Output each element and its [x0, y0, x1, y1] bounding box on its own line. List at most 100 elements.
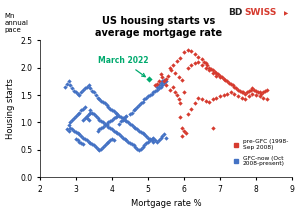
Point [81, 143, 85, 146]
Point [246, 89, 251, 92]
Point [156, 138, 161, 142]
Point [158, 73, 163, 76]
Point [133, 145, 138, 149]
Point [203, 99, 208, 102]
Point [147, 138, 152, 142]
Point [196, 55, 201, 58]
Point [74, 131, 78, 134]
Point [232, 92, 237, 96]
Point [70, 127, 75, 131]
Point [74, 91, 78, 94]
Point [111, 116, 116, 120]
Text: Mn
annual
pace: Mn annual pace [4, 13, 28, 33]
Point [84, 114, 89, 117]
Point [165, 74, 170, 77]
Point [140, 145, 145, 149]
Text: ▶: ▶ [284, 11, 288, 16]
Point [154, 88, 159, 91]
Point [118, 134, 123, 138]
Point [146, 94, 150, 98]
Point [136, 129, 141, 132]
Point [111, 138, 116, 142]
Point [203, 66, 208, 69]
Point [182, 129, 186, 132]
Point [144, 96, 148, 100]
Y-axis label: Housing starts: Housing starts [6, 78, 15, 139]
Point [102, 101, 107, 105]
Point [228, 82, 233, 86]
Point [104, 123, 109, 127]
Point [149, 92, 154, 96]
Point [77, 93, 82, 97]
Point [122, 137, 127, 141]
X-axis label: Mortgage rate %: Mortgage rate % [130, 199, 201, 208]
Point [182, 51, 186, 54]
Point [86, 140, 91, 143]
Point [192, 52, 197, 56]
Point [138, 131, 143, 134]
Point [68, 121, 73, 124]
Point [81, 107, 85, 110]
Point [154, 85, 159, 89]
Point [151, 140, 156, 143]
Point [160, 83, 165, 87]
Point [185, 113, 190, 116]
Point [120, 118, 125, 121]
Point [237, 89, 242, 92]
Point [225, 80, 230, 83]
Point [221, 77, 226, 80]
Point [133, 107, 138, 110]
Point [92, 113, 96, 116]
Point [81, 136, 85, 140]
Point [124, 114, 129, 117]
Point [171, 63, 176, 67]
Legend: pre-GFC (1998-
Sep 2008), GFC-now (Oct
2008-present): pre-GFC (1998- Sep 2008), GFC-now (Oct 2… [232, 138, 289, 168]
Point [70, 87, 75, 90]
Point [77, 133, 82, 136]
Point [64, 82, 69, 86]
Point [74, 137, 78, 141]
Point [86, 83, 91, 87]
Point [214, 74, 219, 77]
Point [108, 126, 112, 130]
Point [189, 107, 194, 110]
Point [176, 98, 181, 101]
Point [205, 63, 210, 67]
Point [208, 67, 213, 70]
Point [74, 114, 78, 117]
Point [210, 126, 215, 130]
Point [162, 81, 167, 85]
Point [110, 137, 114, 141]
Point [129, 123, 134, 127]
Point [164, 77, 168, 80]
Point [88, 87, 93, 90]
Point [171, 85, 176, 89]
Point [79, 141, 84, 145]
Point [90, 111, 94, 114]
Point [223, 78, 228, 81]
Point [93, 145, 98, 149]
Point [66, 123, 71, 127]
Point [129, 111, 134, 114]
Point [169, 69, 174, 72]
Point [243, 92, 248, 96]
Point [129, 143, 134, 146]
Point [192, 61, 197, 65]
Point [234, 87, 239, 90]
Point [102, 122, 107, 125]
Point [82, 105, 87, 109]
Point [182, 91, 186, 94]
Point [84, 138, 89, 142]
Point [79, 109, 84, 112]
Point [183, 132, 188, 135]
Point [93, 114, 98, 117]
Point [106, 105, 111, 109]
Point [126, 121, 130, 124]
Point [77, 140, 82, 143]
Point [115, 132, 120, 135]
Point [118, 115, 123, 119]
Point [154, 82, 159, 86]
Point [254, 93, 258, 97]
Point [200, 63, 204, 67]
Point [189, 49, 194, 53]
